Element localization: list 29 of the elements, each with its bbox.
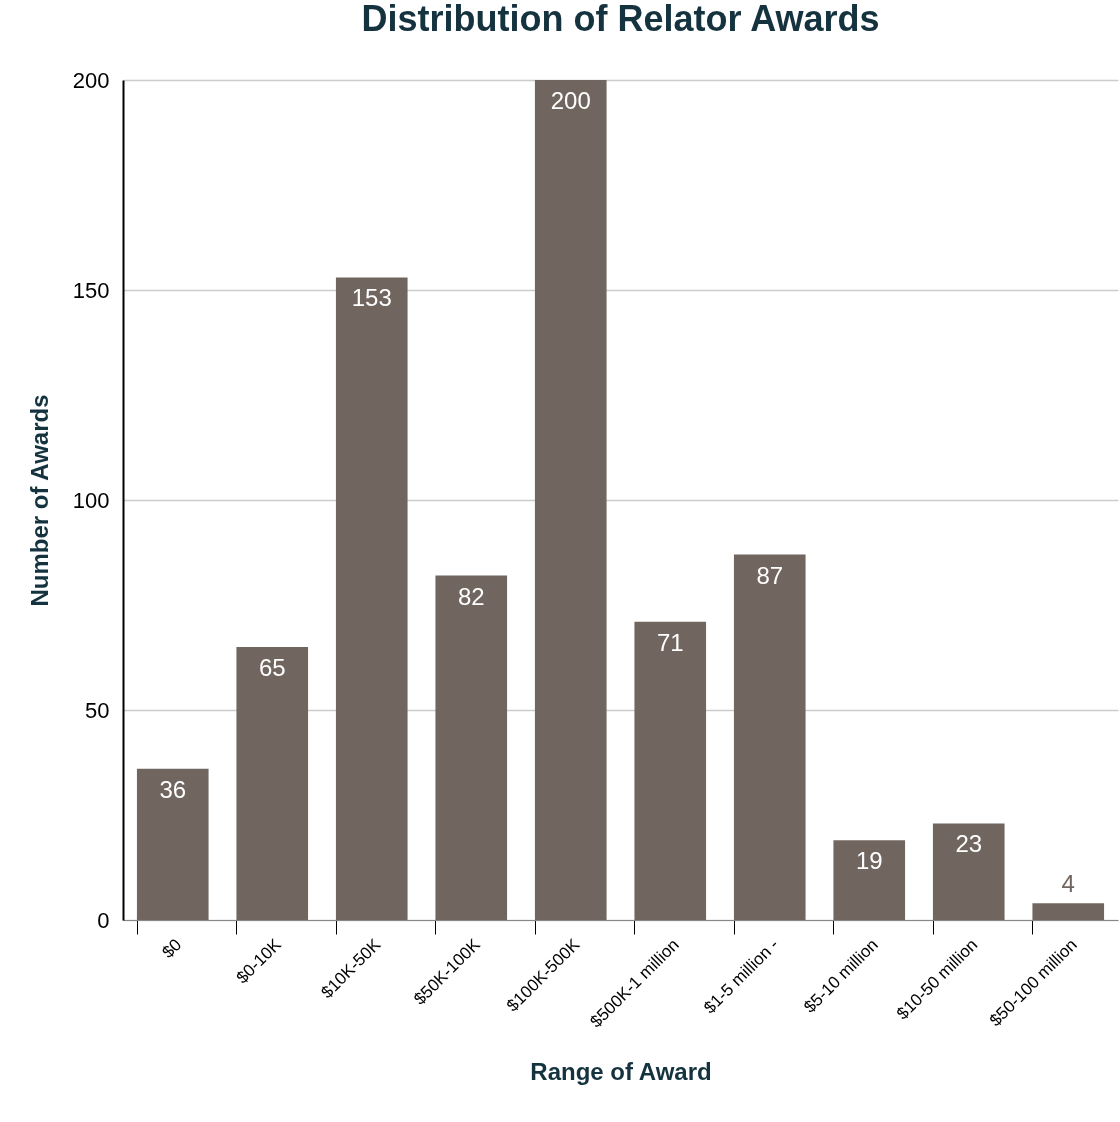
data-label: 153 <box>351 284 392 312</box>
bar <box>634 621 707 920</box>
x-tick-label: $0 <box>158 935 186 962</box>
bar <box>236 647 309 920</box>
data-label: 23 <box>955 830 983 858</box>
data-label: 87 <box>756 561 784 589</box>
y-tick-label: 100 <box>72 487 110 513</box>
x-axis-title: Range of Award <box>530 1057 712 1085</box>
data-label: 36 <box>159 775 187 803</box>
bar <box>1032 903 1105 920</box>
bar <box>136 768 209 920</box>
data-label: 4 <box>1061 870 1075 898</box>
bar <box>932 823 1005 920</box>
bar <box>733 554 806 920</box>
data-label: 19 <box>855 847 883 875</box>
data-label: 71 <box>656 628 684 656</box>
bar <box>335 277 408 920</box>
y-tick-label: 200 <box>72 67 110 93</box>
y-tick-label: 50 <box>85 697 110 723</box>
y-tick-label: 0 <box>97 907 110 933</box>
y-tick-label: 150 <box>72 277 110 303</box>
bar <box>534 80 607 920</box>
data-label: 200 <box>550 87 591 114</box>
data-label: 82 <box>457 582 485 610</box>
chart-title: Distribution of Relator Awards <box>361 0 880 39</box>
data-label: 65 <box>258 654 286 681</box>
bar <box>833 840 906 920</box>
y-axis-title: Number of Awards <box>25 394 53 607</box>
bar <box>435 575 508 920</box>
